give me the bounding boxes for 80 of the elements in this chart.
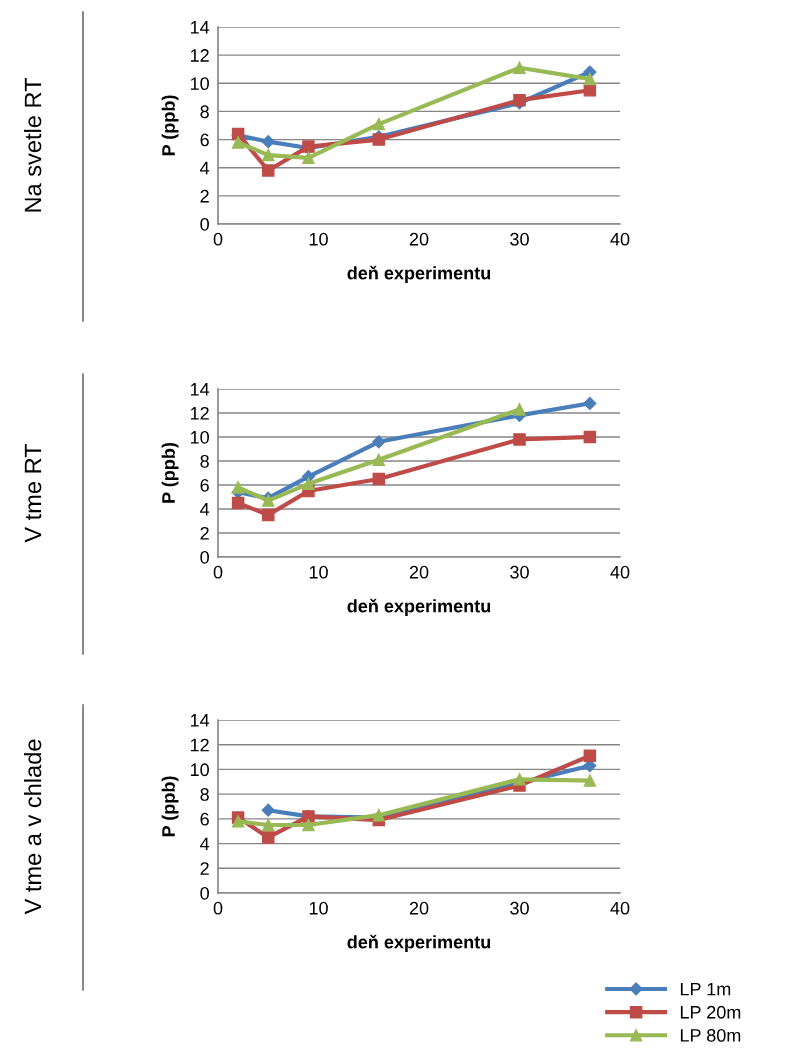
point	[372, 453, 386, 467]
y-tick-label: 12	[190, 738, 209, 752]
x-tick-label: 0	[213, 565, 223, 579]
x-axis-title: deň experimentu	[347, 934, 491, 953]
x-axis-title: deň experimentu	[347, 598, 491, 617]
point	[231, 136, 245, 149]
point	[513, 773, 526, 786]
point	[372, 117, 386, 131]
y-tick-label: 8	[200, 454, 209, 468]
x-tick-label: 0	[213, 232, 223, 246]
y-tick-label: 12	[190, 49, 209, 62]
point	[372, 133, 386, 146]
point	[372, 472, 386, 486]
point	[583, 774, 597, 787]
legend-label: LP 80m	[680, 1029, 741, 1042]
legend-label: LP 1m	[680, 982, 731, 996]
y-tick-label: 10	[190, 430, 209, 444]
y-axis-title: P (ppb)	[161, 776, 179, 837]
y-tick-label: 4	[200, 503, 210, 516]
x-tick-label: 20	[409, 901, 429, 915]
y-tick-label: 8	[200, 788, 209, 801]
x-axis-title: deň experimentu	[347, 265, 491, 284]
point	[261, 818, 275, 832]
x-tick-label: 20	[409, 565, 429, 579]
y-tick-label: 6	[200, 812, 209, 826]
point	[261, 831, 275, 844]
y-tick-label: 14	[190, 383, 210, 396]
y-tick-label: 4	[200, 837, 210, 851]
x-tick-label: 0	[213, 901, 223, 915]
point	[302, 151, 315, 165]
x-tick-label: 10	[309, 901, 328, 915]
point	[261, 148, 275, 162]
x-tick-label: 10	[309, 565, 328, 579]
y-tick-label: 10	[190, 763, 209, 777]
point	[583, 84, 597, 97]
y-tick-label: 0	[200, 550, 209, 564]
point	[261, 803, 275, 817]
point	[231, 815, 245, 828]
point	[231, 481, 245, 494]
legend-label: LP 20m	[680, 1005, 741, 1019]
x-tick-label: 30	[510, 565, 529, 579]
y-tick-label: 6	[200, 133, 209, 147]
y-tick-label: 12	[190, 406, 209, 420]
point	[583, 396, 597, 410]
x-tick-label: 30	[510, 901, 529, 915]
point	[302, 477, 315, 491]
point	[261, 164, 275, 177]
y-tick-label: 8	[200, 105, 209, 119]
x-tick-label: 10	[309, 232, 328, 246]
y-tick-label: 4	[200, 161, 210, 175]
y-tick-label: 6	[200, 478, 209, 492]
x-tick-label: 40	[610, 565, 630, 579]
y-tick-label: 10	[190, 77, 209, 91]
point	[372, 435, 386, 449]
point	[583, 430, 597, 444]
text: Na svetle RT	[24, 78, 42, 212]
y-tick-label: 0	[200, 886, 209, 900]
x-tick-label: 20	[409, 232, 429, 246]
x-tick-label: 40	[610, 232, 630, 246]
text: V tme RT	[24, 443, 42, 543]
y-tick-label: 14	[190, 21, 210, 34]
point	[261, 135, 275, 149]
y-tick-label: 0	[200, 217, 209, 231]
point	[261, 508, 275, 522]
point	[583, 749, 597, 763]
point	[231, 496, 245, 510]
y-tick-label: 2	[200, 189, 209, 203]
y-tick-label: 14	[190, 714, 210, 727]
y-tick-label: 2	[200, 526, 209, 540]
text: V tme a v chlade	[24, 739, 42, 915]
y-axis-title: P (ppb)	[161, 442, 179, 503]
point	[513, 403, 526, 416]
point	[583, 72, 597, 86]
x-tick-label: 30	[510, 232, 529, 246]
x-tick-label: 40	[610, 901, 630, 915]
y-axis-title: P (ppb)	[161, 95, 179, 156]
point	[302, 818, 315, 832]
point	[513, 61, 526, 75]
point	[513, 433, 526, 446]
y-tick-label: 2	[200, 862, 209, 875]
